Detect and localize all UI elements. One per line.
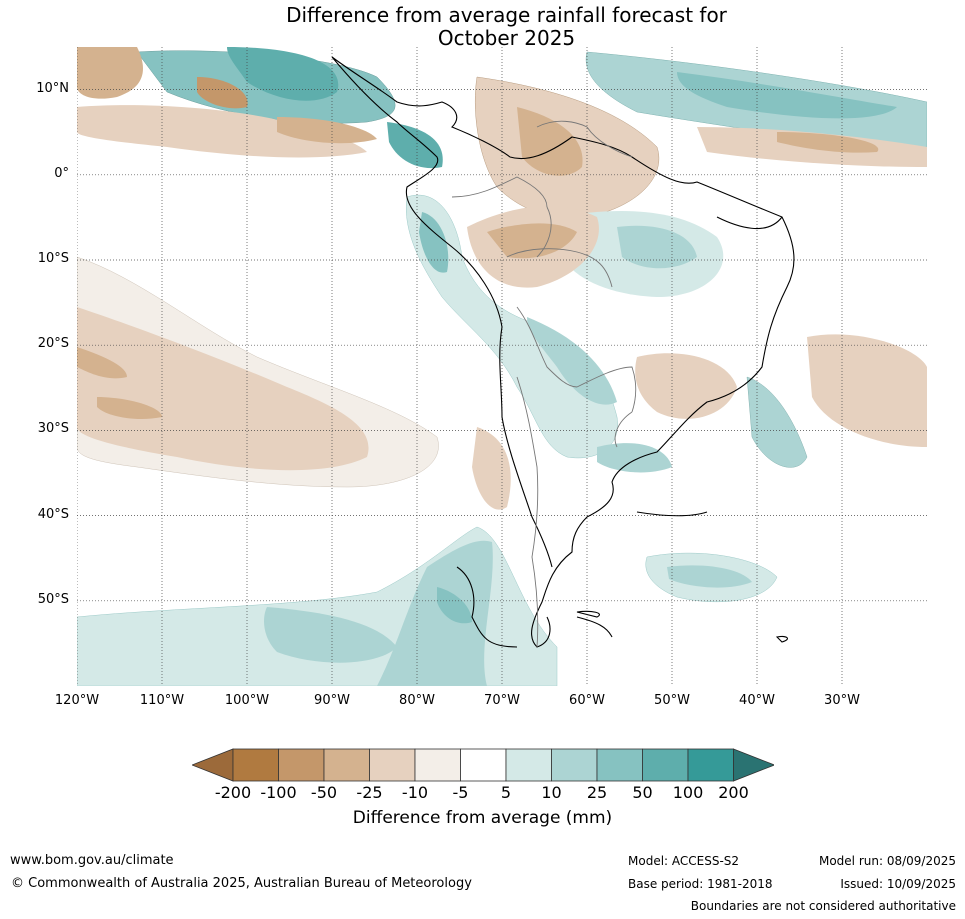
colorbar-extend-low [192, 748, 234, 782]
colorbar-extend-high [733, 748, 774, 782]
map-panel [77, 47, 927, 686]
colorbar-tick-label: 25 [586, 783, 608, 802]
colorbar-segment [232, 748, 279, 782]
colorbar-tick-label: 100 [672, 783, 704, 802]
colorbar-tick-label: 200 [718, 783, 749, 802]
country-borders [451, 120, 637, 648]
anomaly-region-pacific-dry [77, 256, 511, 510]
anomaly-region-north-wet [136, 47, 927, 169]
longitude-label: 70°W [484, 693, 520, 708]
title-line-1: Difference from average rainfall forecas… [286, 3, 727, 27]
latitude-label: 20°S [37, 336, 69, 352]
footer-url: www.bom.gov.au/climate [10, 853, 174, 868]
longitude-label: 60°W [569, 693, 605, 708]
title-line-2: October 2025 [437, 26, 576, 50]
longitude-label: 50°W [654, 693, 690, 708]
longitude-label: 80°W [399, 693, 435, 708]
footer-base-period: Base period: 1981-2018 [628, 877, 773, 891]
colorbar-segment [414, 748, 461, 782]
longitude-label: 90°W [314, 693, 350, 708]
latitude-label: 10°N [36, 80, 69, 96]
colorbar-tick-label: 5 [500, 783, 512, 802]
colorbar-tick-label: 50 [632, 783, 653, 802]
chart-title: Difference from average rainfall forecas… [0, 4, 965, 50]
colorbar [192, 748, 774, 782]
colorbar-tick-label: -200 [214, 783, 252, 802]
colorbar-segment [687, 748, 734, 782]
longitude-label: 40°W [739, 693, 775, 708]
anomaly-region-amazon-dry [467, 206, 599, 288]
footer-disclaimer: Boundaries are not considered authoritat… [690, 899, 956, 913]
colorbar-segment [369, 748, 416, 782]
anomaly-region-atlantic [597, 334, 927, 602]
longitude-label: 30°W [824, 693, 860, 708]
longitude-label: 110°W [139, 693, 185, 708]
longitude-label: 100°W [224, 693, 270, 708]
graticule [77, 47, 927, 686]
latitude-label: 30°S [37, 421, 69, 437]
colorbar-tick-label: -100 [260, 783, 297, 802]
colorbar-tick-label: -25 [356, 783, 383, 802]
footer-model: Model: ACCESS-S2 [628, 854, 740, 868]
colorbar-tick-label: -50 [310, 783, 338, 802]
colorbar-segment [460, 748, 507, 782]
colorbar-tick-label: 10 [541, 783, 562, 802]
longitude-label: 120°W [54, 693, 100, 708]
footer-issued: Issued: 10/09/2025 [840, 877, 956, 891]
colorbar-segment [505, 748, 552, 782]
colorbar-tick-label: -5 [452, 783, 469, 802]
rainfall-map [77, 47, 927, 686]
latitude-label: 0° [54, 165, 69, 181]
colorbar-segment [278, 748, 325, 782]
latitude-label: 10°S [37, 251, 69, 266]
latitude-label: 50°S [37, 591, 69, 607]
footer-model-run: Model run: 08/09/2025 [818, 854, 956, 868]
colorbar-segment [551, 748, 598, 782]
footer-copyright: © Commonwealth of Australia 2025, Austra… [11, 876, 472, 891]
latitude-label: 40°S [37, 506, 69, 522]
colorbar-tick-label: -10 [401, 783, 429, 802]
coastline [331, 56, 795, 648]
colorbar-segment [596, 748, 643, 782]
colorbar-segment [323, 748, 370, 782]
colorbar-segment [642, 748, 689, 782]
colorbar-label: Difference from average (mm) [352, 808, 613, 828]
anomaly-region-south-wet [77, 526, 558, 686]
